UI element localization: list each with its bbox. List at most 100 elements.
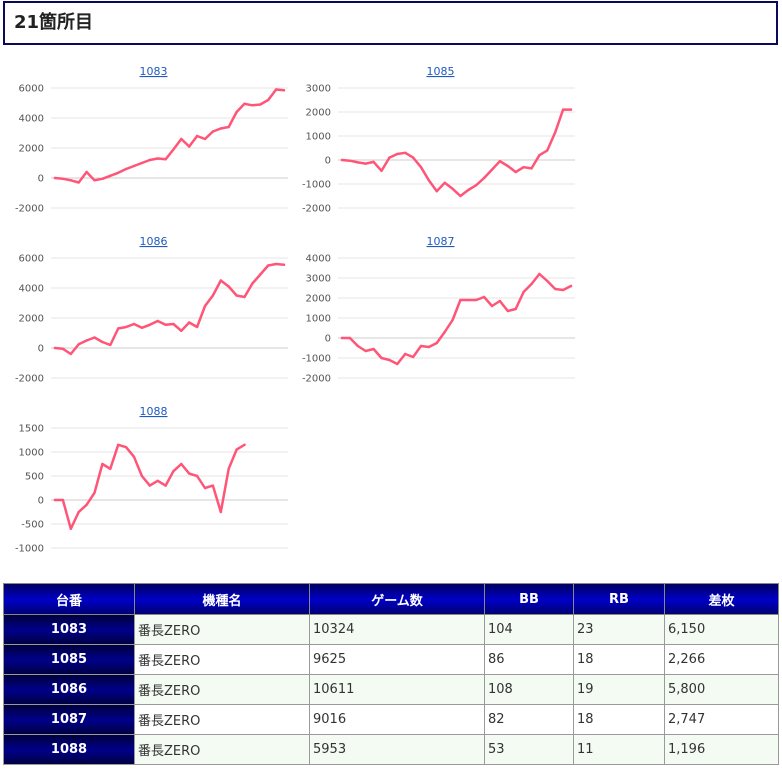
data-point (219, 279, 223, 282)
data-point (235, 448, 238, 451)
data-point (348, 336, 352, 340)
data-point (156, 319, 159, 323)
chart-1088: 1088 1500 1000 500 0 -500 -1000 (3, 400, 303, 570)
data-point (195, 325, 199, 329)
data-point (451, 187, 454, 190)
data-point (203, 304, 207, 308)
y-tick-label: 3000 (306, 84, 331, 95)
data-point (132, 322, 136, 326)
data-point (490, 168, 494, 171)
chart-title[interactable]: 1088 (140, 405, 168, 418)
chart-1086: 1086 6000 4000 2000 0 -2000 (3, 230, 303, 400)
y-tick-label: 2000 (306, 108, 331, 119)
cell-bb: 108 (484, 674, 574, 705)
table-row: 1086 番長ZERO 10611 108 19 5,800 (3, 674, 779, 705)
data-point (427, 179, 431, 182)
data-point (211, 294, 215, 297)
data-point (140, 326, 144, 329)
data-point (101, 340, 104, 344)
cell-model: 番長ZERO (134, 644, 310, 675)
data-point (148, 158, 151, 162)
y-tick-label: 500 (25, 472, 44, 483)
data-point (364, 349, 367, 353)
data-point (148, 484, 151, 487)
data-point (53, 346, 57, 350)
table-header-row: 台番 機種名 ゲーム数 BB RB 差枚 (3, 583, 779, 615)
cell-diff: 2,747 (664, 704, 779, 735)
chart-1087: 1087 4000 3000 2000 1000 0 -1000 -2000 (290, 230, 590, 400)
data-point (172, 470, 175, 473)
data-point (403, 352, 407, 356)
data-point (506, 164, 510, 168)
y-tick-label: 0 (38, 174, 44, 185)
data-point (546, 279, 549, 283)
data-point (203, 137, 207, 141)
data-point (538, 272, 541, 276)
data-point (482, 295, 486, 299)
y-tick-label: -1000 (15, 544, 44, 555)
series-line (53, 443, 246, 531)
data-point (419, 166, 423, 169)
cell-bb: 86 (484, 644, 574, 675)
chart-1083: 1083 6000 4000 2000 0 -2000 (3, 60, 303, 230)
cell-rb: 18 (573, 704, 665, 735)
data-point (348, 159, 352, 162)
cell-games: 10324 (309, 614, 485, 645)
data-point (61, 177, 65, 180)
cell-rb: 19 (573, 674, 665, 705)
data-point (180, 137, 183, 141)
data-point (554, 287, 557, 291)
data-point (77, 510, 80, 514)
data-point (164, 323, 167, 326)
data-point (243, 443, 246, 446)
cell-machine-number: 1087 (3, 704, 135, 735)
data-point (530, 167, 533, 170)
cell-rb: 11 (573, 734, 665, 765)
data-point (219, 510, 223, 514)
data-point (140, 161, 144, 165)
y-tick-label: 1000 (306, 132, 331, 143)
data-point (101, 462, 104, 466)
data-point (251, 282, 254, 285)
data-point (467, 188, 470, 192)
cell-model: 番長ZERO (134, 734, 310, 765)
chart-title[interactable]: 1085 (427, 65, 455, 78)
cell-bb: 104 (484, 614, 574, 645)
data-point (172, 148, 175, 151)
data-point (372, 160, 375, 164)
data-point (267, 264, 270, 267)
data-point (180, 329, 183, 332)
data-point (243, 295, 246, 299)
data-point (203, 486, 207, 490)
data-point (546, 149, 549, 152)
chart-svg: 1087 4000 3000 2000 1000 0 -1000 -2000 (302, 235, 575, 385)
cell-bb: 82 (484, 704, 574, 735)
table-row: 1085 番長ZERO 9625 86 18 2,266 (3, 644, 779, 675)
series-line (53, 262, 286, 356)
y-tick-label: 4000 (306, 254, 331, 265)
series-line (53, 88, 286, 184)
data-point (554, 131, 557, 134)
cell-games: 9016 (309, 704, 485, 735)
data-point (195, 474, 199, 478)
cell-games: 5953 (309, 734, 485, 765)
data-point (93, 491, 96, 494)
data-point (140, 474, 144, 478)
data-point (498, 299, 502, 303)
data-point (156, 157, 159, 160)
chart-title[interactable]: 1087 (427, 235, 455, 248)
data-point (282, 263, 286, 266)
col-header-model: 機種名 (134, 583, 310, 615)
data-point (53, 176, 57, 180)
chart-1085: 1085 3000 2000 1000 0 -1000 -2000 (290, 60, 590, 230)
data-point (569, 284, 573, 288)
data-point (340, 158, 344, 162)
cell-model: 番長ZERO (134, 704, 310, 735)
y-tick-label: 2000 (19, 314, 44, 325)
col-header-games: ゲーム数 (309, 583, 485, 615)
data-point (148, 323, 151, 326)
y-tick-label: 0 (38, 344, 44, 355)
data-point (188, 145, 191, 148)
chart-title[interactable]: 1083 (140, 65, 168, 78)
chart-title[interactable]: 1086 (140, 235, 168, 248)
